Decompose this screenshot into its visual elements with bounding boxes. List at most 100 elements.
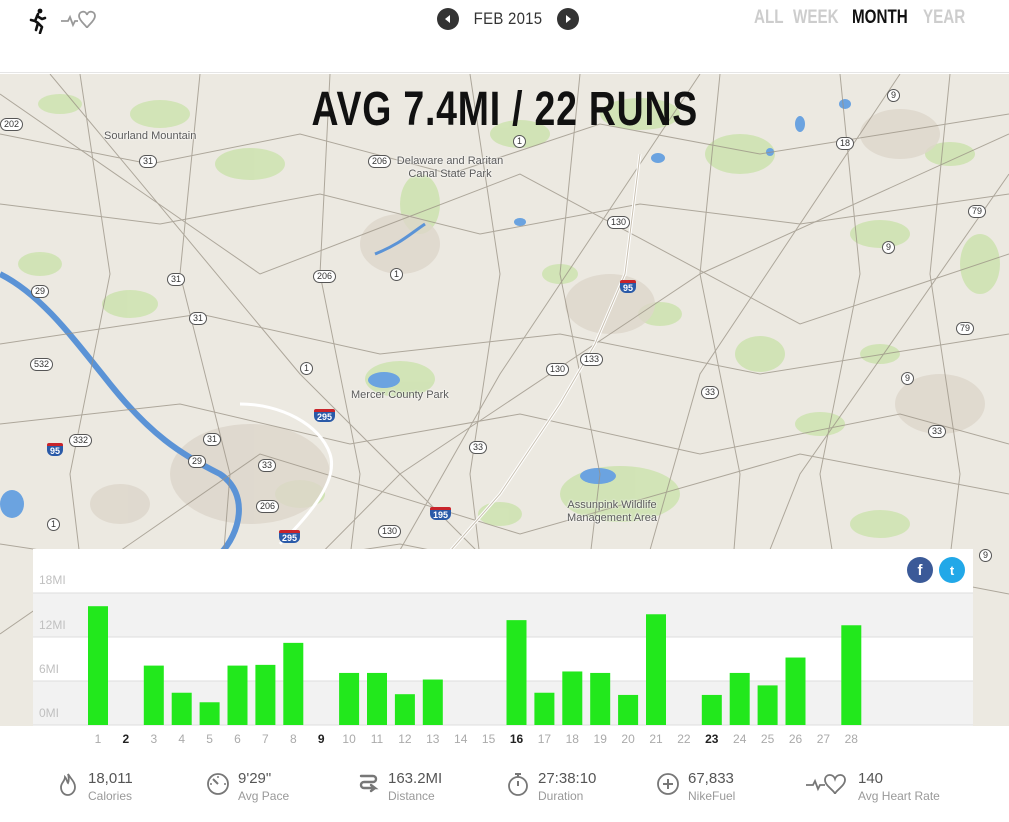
route-shield: 1 xyxy=(47,518,61,531)
tab-month[interactable]: MONTH xyxy=(851,7,908,28)
bar-day-18[interactable] xyxy=(562,671,583,725)
route-shield: 9 xyxy=(882,241,896,254)
interstate-shield: 95 xyxy=(47,443,64,456)
duration-icon xyxy=(508,773,528,796)
bar-day-20[interactable] xyxy=(618,694,639,725)
bar-day-5[interactable] xyxy=(199,702,220,725)
nikefuel-icon xyxy=(657,773,679,795)
y-tick-label: 0MI xyxy=(39,706,59,720)
duration-value: 27:38:10 xyxy=(538,770,597,787)
stats-bar: 18,011 Calories 9'29" Avg Pace 163.2MI D… xyxy=(33,767,973,822)
running-icon[interactable] xyxy=(26,8,50,34)
route-shield: 130 xyxy=(546,363,570,376)
bar-day-11[interactable] xyxy=(367,672,387,725)
route-shield: 79 xyxy=(956,322,975,335)
twitter-share-button[interactable]: t xyxy=(939,557,965,583)
calories-value: 18,011 xyxy=(88,770,133,787)
route-shield: 33 xyxy=(258,459,277,472)
route-shield: 31 xyxy=(203,433,222,446)
x-tick-label: 2 xyxy=(123,732,130,746)
x-tick-label: 17 xyxy=(538,732,552,746)
chevron-left-icon xyxy=(445,15,450,23)
x-tick-label: 6 xyxy=(234,732,241,746)
x-tick-label: 15 xyxy=(482,732,496,746)
bar-day-12[interactable] xyxy=(394,694,415,725)
interstate-shield: 295 xyxy=(279,530,301,543)
x-tick-label: 16 xyxy=(510,732,524,746)
bar-day-10[interactable] xyxy=(339,672,360,725)
bar-day-24[interactable] xyxy=(729,672,750,725)
period-navigator: FEB 2015 xyxy=(437,7,580,31)
bar-day-3[interactable] xyxy=(143,665,164,725)
header: FEB 2015 ALL WEEK MONTH YEAR xyxy=(0,0,1009,73)
x-tick-label: 21 xyxy=(649,732,663,746)
x-tick-label: 3 xyxy=(150,732,157,746)
x-tick-label: 1 xyxy=(95,732,102,746)
x-tick-label: 8 xyxy=(290,732,297,746)
heart-rate-mode-icon[interactable] xyxy=(60,9,98,31)
tab-year[interactable]: YEAR xyxy=(923,7,966,28)
duration-label: Duration xyxy=(538,789,584,803)
calories-label: Calories xyxy=(88,789,133,803)
route-shield: 130 xyxy=(607,216,631,229)
route-shield: 31 xyxy=(139,155,158,168)
route-shield: 33 xyxy=(928,425,947,438)
route-shield: 206 xyxy=(256,500,280,513)
route-shield: 332 xyxy=(69,434,93,447)
x-tick-label: 25 xyxy=(761,732,775,746)
bar-day-6[interactable] xyxy=(227,665,248,725)
x-tick-label: 9 xyxy=(318,732,325,746)
bar-day-21[interactable] xyxy=(646,614,666,725)
bar-day-7[interactable] xyxy=(255,664,276,725)
x-tick-label: 5 xyxy=(206,732,213,746)
route-shield: 130 xyxy=(378,525,402,538)
bar-day-16[interactable] xyxy=(506,620,527,725)
x-tick-label: 18 xyxy=(566,732,580,746)
x-tick-label: 13 xyxy=(426,732,440,746)
bar-day-13[interactable] xyxy=(422,679,443,725)
avg-pace-value: 9'29" xyxy=(238,770,272,787)
route-shield: 9 xyxy=(979,549,993,562)
facebook-icon: f xyxy=(917,561,923,579)
x-tick-label: 11 xyxy=(371,732,384,746)
nikefuel-value: 67,833 xyxy=(688,770,734,787)
x-tick-label: 14 xyxy=(454,732,468,746)
interstate-shield: 195 xyxy=(430,507,452,520)
chevron-right-icon xyxy=(566,15,572,23)
distance-icon xyxy=(359,774,379,793)
bar-day-1[interactable] xyxy=(88,606,108,725)
bar-day-23[interactable] xyxy=(701,694,722,725)
range-tabs: ALL WEEK MONTH YEAR xyxy=(754,7,968,29)
bar-day-26[interactable] xyxy=(785,657,806,725)
route-shield: 1 xyxy=(300,362,314,375)
avg-pace-label: Avg Pace xyxy=(238,789,290,803)
distance-value: 163.2MI xyxy=(388,770,443,787)
tab-all[interactable]: ALL xyxy=(753,7,784,28)
previous-period-button[interactable] xyxy=(437,8,459,30)
bar-day-8[interactable] xyxy=(283,642,304,725)
distance-chart-panel: 18MI 12MI 6MI 0MI 1 2 3 4 5 6 7 8 9 10 11 12 13 14 15 16 17 1… xyxy=(33,549,973,822)
tab-week[interactable]: WEEK xyxy=(792,7,839,28)
bar-day-17[interactable] xyxy=(534,692,555,725)
next-period-button[interactable] xyxy=(557,8,580,30)
period-label: FEB 2015 xyxy=(473,9,543,28)
bar-day-28[interactable] xyxy=(841,625,862,725)
bar-day-4[interactable] xyxy=(171,692,192,725)
bar-day-19[interactable] xyxy=(590,672,611,725)
y-tick-label: 12MI xyxy=(39,618,66,632)
distance-label: Distance xyxy=(388,789,435,803)
x-tick-label: 20 xyxy=(621,732,635,746)
x-tick-label: 26 xyxy=(789,732,803,746)
facebook-share-button[interactable]: f xyxy=(907,557,933,583)
x-tick-label: 10 xyxy=(342,732,356,746)
route-shield: 18 xyxy=(836,137,855,150)
route-shield: 33 xyxy=(469,441,488,454)
bar-day-25[interactable] xyxy=(757,685,778,725)
y-tick-label: 6MI xyxy=(39,662,59,676)
twitter-icon: t xyxy=(949,562,955,578)
pace-icon xyxy=(207,773,229,795)
route-shield: 206 xyxy=(313,270,337,283)
x-tick-label: 22 xyxy=(677,732,691,746)
